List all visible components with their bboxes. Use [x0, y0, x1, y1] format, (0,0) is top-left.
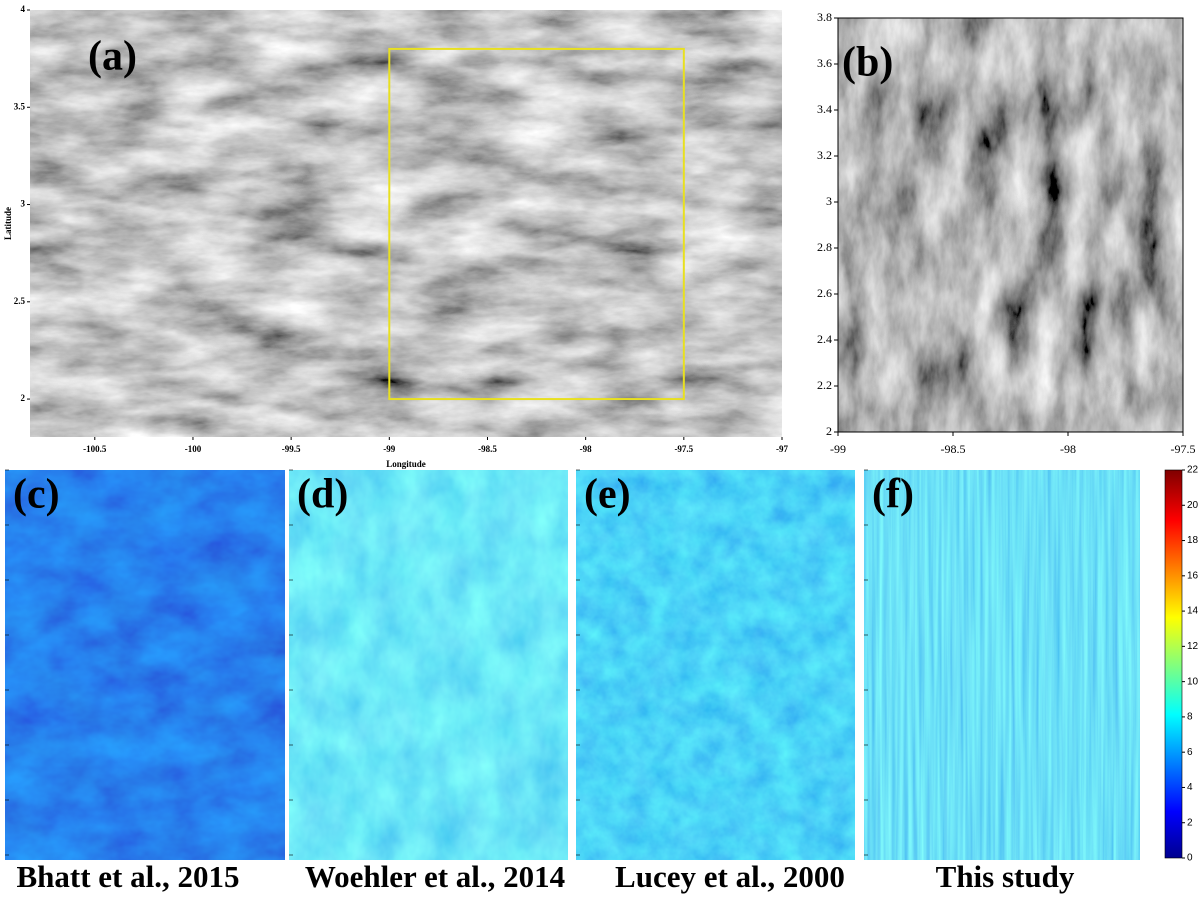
colorbar-tick-label: 18: [1187, 535, 1199, 546]
y-tick-label: 2.5: [14, 296, 26, 306]
panel-label: (b): [842, 40, 893, 86]
colorbar-tick-label: 4: [1187, 782, 1193, 793]
caption: Lucey et al., 2000: [615, 859, 845, 894]
y-tick-label: 2.8: [817, 240, 832, 254]
x-tick-label: -97.5: [674, 444, 693, 454]
colorbar-tick-label: 2: [1187, 817, 1193, 828]
image-d: [289, 470, 568, 860]
colorbar-tick-label: 22: [1187, 465, 1199, 476]
colorbar-tick-label: 12: [1187, 641, 1199, 652]
colorbar-tick-label: 16: [1187, 570, 1199, 581]
x-tick-label: -100: [185, 444, 202, 454]
caption: Woehler et al., 2014: [305, 859, 565, 894]
panel-label: (f): [872, 472, 914, 518]
caption: Bhatt et al., 2015: [16, 859, 239, 894]
y-tick-label: 2: [826, 424, 832, 438]
y-tick-label: 2: [21, 393, 26, 403]
y-tick-label: 3.5: [14, 101, 26, 111]
y-tick-label: 3: [21, 199, 26, 209]
y-tick-label: 3.2: [817, 148, 832, 162]
colorbar: [1164, 469, 1183, 859]
y-tick-label: 2.2: [817, 378, 832, 392]
y-tick-label: 2.4: [817, 332, 832, 346]
panel-label: (e): [584, 472, 631, 518]
colorbar-tick-label: 14: [1187, 606, 1199, 617]
y-tick-label: 4: [21, 4, 26, 14]
colorbar-tick-label: 20: [1187, 500, 1199, 511]
colorbar-tick-label: 8: [1187, 712, 1193, 723]
study-area-box: [388, 47, 685, 401]
image-a: [30, 10, 782, 437]
panel-label: (d): [297, 472, 348, 518]
x-tick-label: -99.5: [282, 444, 301, 454]
x-tick-label: -97.5: [1171, 442, 1196, 456]
caption: This study: [936, 859, 1075, 894]
y-tick-label: 3.4: [817, 102, 832, 116]
x-tick-label: -99: [383, 444, 395, 454]
image-f: [864, 470, 1140, 860]
panel-label: (a): [88, 34, 137, 80]
x-tick-label: -98.5: [941, 442, 966, 456]
colorbar-tick-label: 6: [1187, 747, 1193, 758]
y-tick-label: 3.6: [817, 56, 832, 70]
image-c: [5, 470, 285, 860]
x-tick-label: -98: [1060, 442, 1076, 456]
panel-label: (c): [13, 472, 60, 518]
y-axis-label: Latitude: [3, 207, 13, 240]
image-e: [576, 470, 855, 860]
x-tick-label: -99: [830, 442, 846, 456]
frame-b: [837, 17, 1184, 433]
colorbar-tick-label: 0: [1187, 853, 1193, 864]
colorbar-tick-label: 10: [1187, 676, 1199, 687]
y-tick-label: 2.6: [817, 286, 832, 300]
x-axis-label: Longitude: [386, 459, 426, 469]
image-b: [838, 18, 1183, 432]
x-tick-label: -97: [776, 444, 788, 454]
x-tick-label: -100.5: [83, 444, 107, 454]
y-tick-label: 3.8: [817, 10, 832, 24]
x-tick-label: -98.5: [478, 444, 497, 454]
x-tick-label: -98: [580, 444, 592, 454]
y-tick-label: 3: [826, 194, 832, 208]
